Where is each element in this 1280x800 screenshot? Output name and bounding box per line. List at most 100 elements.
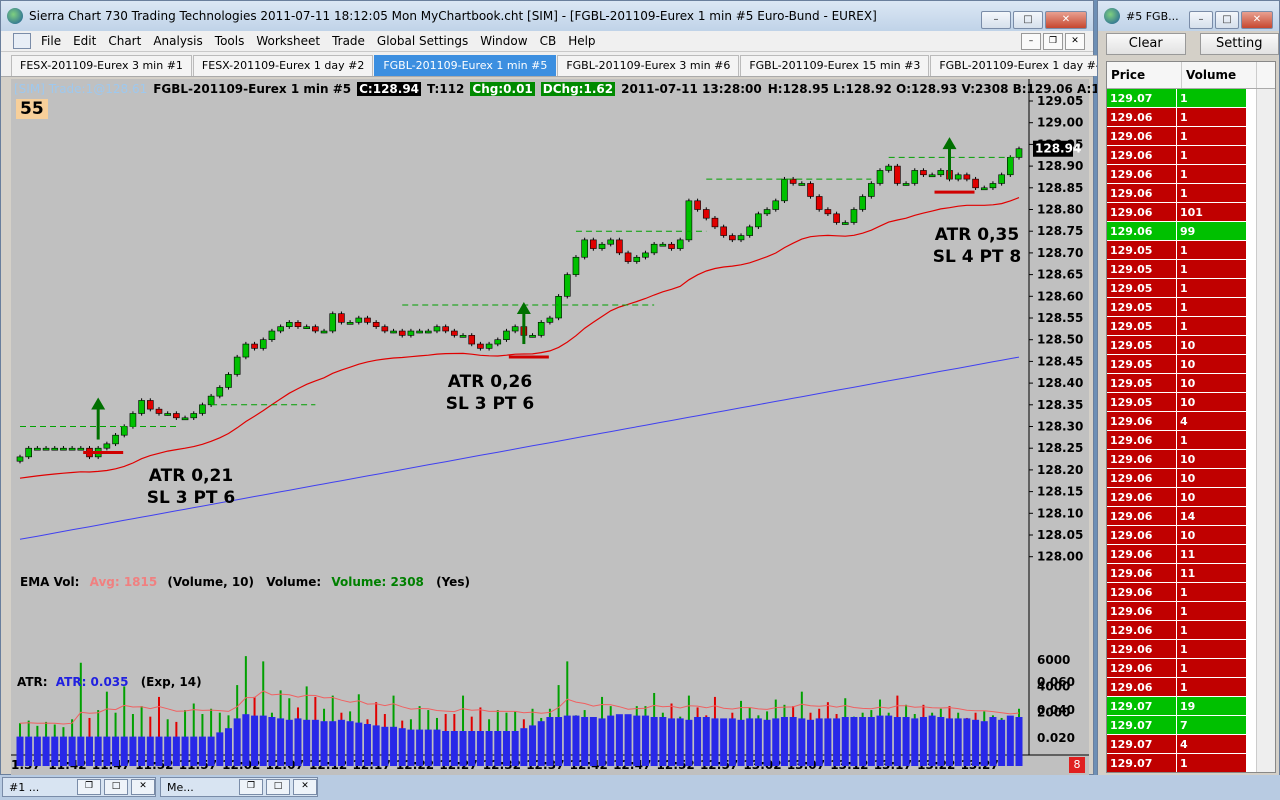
dom-row[interactable]: 129.06 10 [1107,469,1275,488]
dom-row[interactable]: 129.06 1 [1107,431,1275,450]
dom-row[interactable]: 129.06 99 [1107,222,1275,241]
dom-row[interactable]: 129.06 11 [1107,545,1275,564]
close-button[interactable]: ✕ [1045,11,1087,29]
dom-price-cell: 129.06 [1107,146,1177,165]
dom-row[interactable]: 129.05 10 [1107,355,1275,374]
tab-fgbl-15min[interactable]: FGBL-201109-Eurex 15 min #3 [740,55,930,76]
dom-maximize-button[interactable]: □ [1215,11,1239,29]
close-icon[interactable]: ✕ [131,779,155,795]
dom-row[interactable]: 129.06 1 [1107,678,1275,697]
dom-row[interactable]: 129.06 14 [1107,507,1275,526]
dom-row[interactable]: 129.07 1 [1107,754,1275,772]
dom-row[interactable]: 129.07 1 [1107,89,1275,108]
menu-global-settings[interactable]: Global Settings [376,34,469,48]
menu-edit[interactable]: Edit [73,34,97,48]
maximize-icon[interactable]: □ [104,779,128,795]
dom-row[interactable]: 129.06 1 [1107,108,1275,127]
dom-row[interactable]: 129.06 1 [1107,621,1275,640]
volume-header[interactable]: Volume [1182,62,1257,88]
tab-fesx-3min[interactable]: FESX-201109-Eurex 3 min #1 [11,55,192,76]
dom-row[interactable]: 129.06 1 [1107,165,1275,184]
dom-row[interactable]: 129.06 4 [1107,412,1275,431]
price-chart-svg[interactable]: 129.05129.00128.95128.90128.85128.80128.… [11,79,1089,775]
menu-trade[interactable]: Trade [332,34,365,48]
dom-row[interactable]: 129.06 10 [1107,488,1275,507]
price-header[interactable]: Price [1107,62,1182,88]
atr-bar [42,736,50,766]
tab-fgbl-1day[interactable]: FGBL-201109-Eurex 1 day #4 [930,55,1112,76]
red-ema-line [19,197,1020,479]
setting-button[interactable]: Setting [1199,33,1279,55]
tab-fgbl-3min[interactable]: FGBL-201109-Eurex 3 min #6 [557,55,740,76]
clear-button[interactable]: Clear [1106,33,1186,55]
menu-file[interactable]: File [41,34,62,48]
tab-fgbl-1min[interactable]: FGBL-201109-Eurex 1 min #5 [374,55,557,76]
dom-row[interactable]: 129.05 1 [1107,279,1275,298]
menu-help[interactable]: Help [568,34,596,48]
minimize-button[interactable]: – [981,11,1011,29]
atr-bar [702,717,710,766]
candle-body [190,413,198,419]
dom-row[interactable]: 129.06 1 [1107,127,1275,146]
maximize-button[interactable]: □ [1013,11,1043,29]
dom-row[interactable]: 129.07 4 [1107,735,1275,754]
dom-scrollbar[interactable] [1256,89,1275,772]
restore-icon[interactable]: ❐ [239,779,263,795]
dom-row[interactable]: 129.06 1 [1107,640,1275,659]
dom-row[interactable]: 129.06 1 [1107,659,1275,678]
tab-fesx-1day[interactable]: FESX-201109-Eurex 1 day #2 [192,55,374,76]
dom-close-button[interactable]: ✕ [1241,11,1273,29]
dom-row[interactable]: 129.05 10 [1107,393,1275,412]
menu-cb[interactable]: CB [539,34,557,48]
minimized-window-1[interactable]: #1 ... ❐ □ ✕ [2,777,156,797]
dom-row[interactable]: 129.05 1 [1107,260,1275,279]
dom-row[interactable]: 129.06 1 [1107,146,1275,165]
minimized-window-2-label: Me... [167,780,194,794]
dom-row[interactable]: 129.06 10 [1107,526,1275,545]
candle-body [25,447,32,458]
dom-minimize-button[interactable]: – [1189,11,1213,29]
title-bar[interactable]: Sierra Chart 730 Trading Technologies 20… [1,1,1093,31]
dom-row[interactable]: 129.06 1 [1107,184,1275,203]
candle-body [138,400,145,414]
dom-row[interactable]: 129.05 1 [1107,241,1275,260]
dom-row[interactable]: 129.06 101 [1107,203,1275,222]
maximize-icon[interactable]: □ [266,779,290,795]
mdi-restore-button[interactable]: ❐ [1043,33,1063,50]
dom-price-cell: 129.05 [1107,336,1177,355]
price-tick-label: 128.20 [1037,463,1083,477]
atr-bar [346,721,354,766]
candle-body [546,317,554,323]
dom-row[interactable]: 129.06 1 [1107,602,1275,621]
dom-row[interactable]: 129.07 19 [1107,697,1275,716]
dom-row[interactable]: 129.05 1 [1107,298,1275,317]
menu-worksheet[interactable]: Worksheet [256,34,321,48]
alert-count-badge[interactable]: 8 [1069,757,1085,773]
mdi-close-button[interactable]: ✕ [1065,33,1085,50]
chart-area[interactable]: 129.05129.00128.95128.90128.85128.80128.… [11,79,1159,775]
candle-body [312,326,319,332]
dom-title-bar[interactable]: #5 FGB... – □ ✕ [1098,1,1279,31]
dom-volume-cell: 4 [1177,412,1247,431]
dom-row[interactable]: 129.07 7 [1107,716,1275,735]
restore-icon[interactable]: ❐ [77,779,101,795]
menu-analysis[interactable]: Analysis [153,34,203,48]
dom-row[interactable]: 129.05 1 [1107,317,1275,336]
dom-row[interactable]: 129.05 10 [1107,336,1275,355]
candle-body [459,335,467,338]
chart-doc-icon[interactable] [13,33,31,49]
minimized-window-2[interactable]: Me... ❐ □ ✕ [160,777,318,797]
atr-bar [798,718,806,766]
menu-window[interactable]: Window [480,34,528,48]
dom-row[interactable]: 129.06 10 [1107,450,1275,469]
price-tick-label: 128.70 [1037,246,1083,260]
dom-row[interactable]: 129.05 10 [1107,374,1275,393]
mdi-minimize-button[interactable]: – [1021,33,1041,50]
candle-body [763,209,771,215]
close-icon[interactable]: ✕ [293,779,317,795]
atr-bar [737,719,745,766]
menu-tools[interactable]: Tools [214,34,245,48]
menu-chart[interactable]: Chart [108,34,142,48]
dom-row[interactable]: 129.06 1 [1107,583,1275,602]
dom-row[interactable]: 129.06 11 [1107,564,1275,583]
